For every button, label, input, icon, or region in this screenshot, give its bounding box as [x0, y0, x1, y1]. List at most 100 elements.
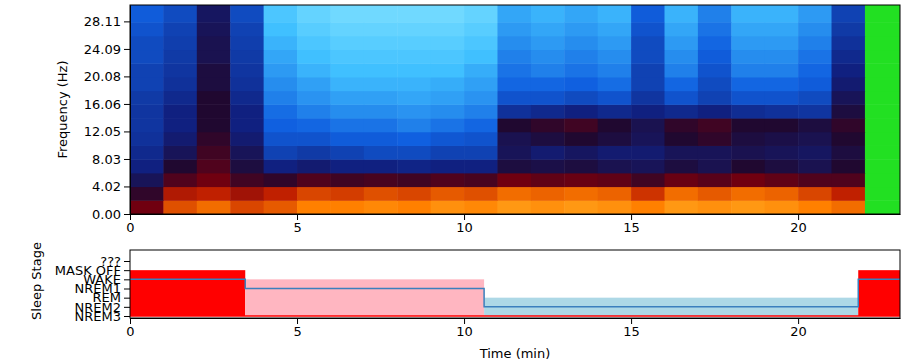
heatmap-cell — [197, 77, 231, 91]
heatmap-cell — [765, 145, 799, 159]
baseline-line — [130, 315, 900, 317]
tick-label: 10 — [456, 324, 473, 339]
heatmap-cell — [798, 159, 832, 173]
heatmap-cell — [765, 118, 799, 132]
heatmap-cell — [598, 5, 632, 23]
heatmap-cell — [765, 173, 799, 187]
heatmap-cell — [731, 50, 765, 64]
heatmap-cell — [497, 36, 531, 50]
tick-mark — [464, 214, 465, 220]
heatmap-cell — [397, 173, 431, 187]
heatmap-cell — [264, 91, 298, 105]
tick: 8.03 — [92, 152, 130, 167]
heatmap-cell — [464, 5, 498, 23]
heatmap-cell — [598, 22, 632, 36]
heatmap-cell — [397, 132, 431, 146]
heatmap-cell — [330, 200, 364, 214]
heatmap-cell — [431, 5, 465, 23]
heatmap-cell — [397, 5, 431, 23]
heatmap-cell — [531, 132, 565, 146]
heatmap-cell — [832, 173, 866, 187]
heatmap-cell — [497, 91, 531, 105]
heatmap-cell — [531, 200, 565, 214]
heatmap-cell — [397, 104, 431, 118]
heatmap-cell — [497, 77, 531, 91]
heatmap-cell — [731, 5, 765, 23]
heatmap-cell — [163, 36, 197, 50]
tick-mark — [124, 214, 130, 215]
heatmap-cell — [130, 63, 164, 77]
heatmap-cell — [798, 173, 832, 187]
tick: 12.05 — [84, 124, 130, 139]
masked-cell — [865, 118, 900, 132]
heatmap-cell — [832, 118, 866, 132]
heatmap-cell — [197, 118, 231, 132]
heatmap-cell — [564, 200, 598, 214]
heatmap-cell — [431, 77, 465, 91]
heatmap-cell — [631, 173, 665, 187]
tick: 28.11 — [84, 14, 130, 29]
heatmap-cell — [130, 118, 164, 132]
heatmap-cell — [197, 63, 231, 77]
heatmap-cell — [497, 5, 531, 23]
masked-cell — [865, 91, 900, 105]
stage-fill — [130, 270, 245, 316]
heatmap-cell — [330, 132, 364, 146]
heatmap-cell — [664, 173, 698, 187]
chart-container: 051015200.004.028.0312.0516.0620.0824.09… — [0, 0, 906, 361]
heatmap-cell — [197, 22, 231, 36]
heatmap-cell — [798, 118, 832, 132]
tick-mark — [124, 261, 130, 262]
heatmap-cell — [631, 145, 665, 159]
heatmap-cell — [130, 91, 164, 105]
heatmap-cell — [698, 5, 732, 23]
heatmap-cell — [130, 5, 164, 23]
heatmap-cell — [297, 50, 331, 64]
heatmap-cell — [264, 22, 298, 36]
heatmap-cell — [397, 50, 431, 64]
heatmap-cell — [765, 200, 799, 214]
heatmap-cell — [598, 50, 632, 64]
tick-mark — [798, 318, 799, 324]
heatmap-cell — [731, 36, 765, 50]
heatmap-cell — [765, 77, 799, 91]
masked-cell — [865, 159, 900, 173]
tick: 15 — [623, 214, 640, 235]
heatmap-cell — [598, 145, 632, 159]
heatmap-cell — [364, 63, 398, 77]
heatmap-cell — [130, 50, 164, 64]
tick-label: 15 — [623, 324, 640, 339]
heatmap-cell — [163, 50, 197, 64]
tick-mark — [124, 186, 130, 187]
stage-line — [130, 279, 900, 307]
heatmap-cell — [731, 173, 765, 187]
heatmap-cell — [364, 173, 398, 187]
y-axis: 0.004.028.0312.0516.0620.0824.0928.11 — [84, 6, 131, 222]
heatmap-cell — [698, 91, 732, 105]
heatmap-cell — [330, 91, 364, 105]
heatmap-cell — [698, 159, 732, 173]
heatmap-cell — [197, 159, 231, 173]
tick-label: 10 — [456, 220, 473, 235]
heatmap-cell — [598, 63, 632, 77]
heatmap-cell — [264, 145, 298, 159]
heatmap-cell — [564, 145, 598, 159]
axis-line — [130, 6, 131, 215]
heatmap-cell — [464, 200, 498, 214]
y-axis-title: Frequency (Hz) — [55, 60, 70, 158]
tick-mark — [124, 76, 130, 77]
heatmap-cell — [497, 104, 531, 118]
heatmap-cell — [497, 132, 531, 146]
heatmap-cell — [431, 50, 465, 64]
tick: 0.00 — [92, 207, 130, 222]
tick: 10 — [456, 214, 473, 235]
heatmap — [130, 5, 900, 214]
heatmap-cell — [397, 159, 431, 173]
heatmap-cell — [397, 77, 431, 91]
heatmap-cell — [564, 159, 598, 173]
heatmap-cell — [264, 63, 298, 77]
heatmap-cell — [130, 104, 164, 118]
heatmap-cell — [564, 63, 598, 77]
heatmap-cell — [163, 159, 197, 173]
plot-frame — [130, 5, 900, 214]
